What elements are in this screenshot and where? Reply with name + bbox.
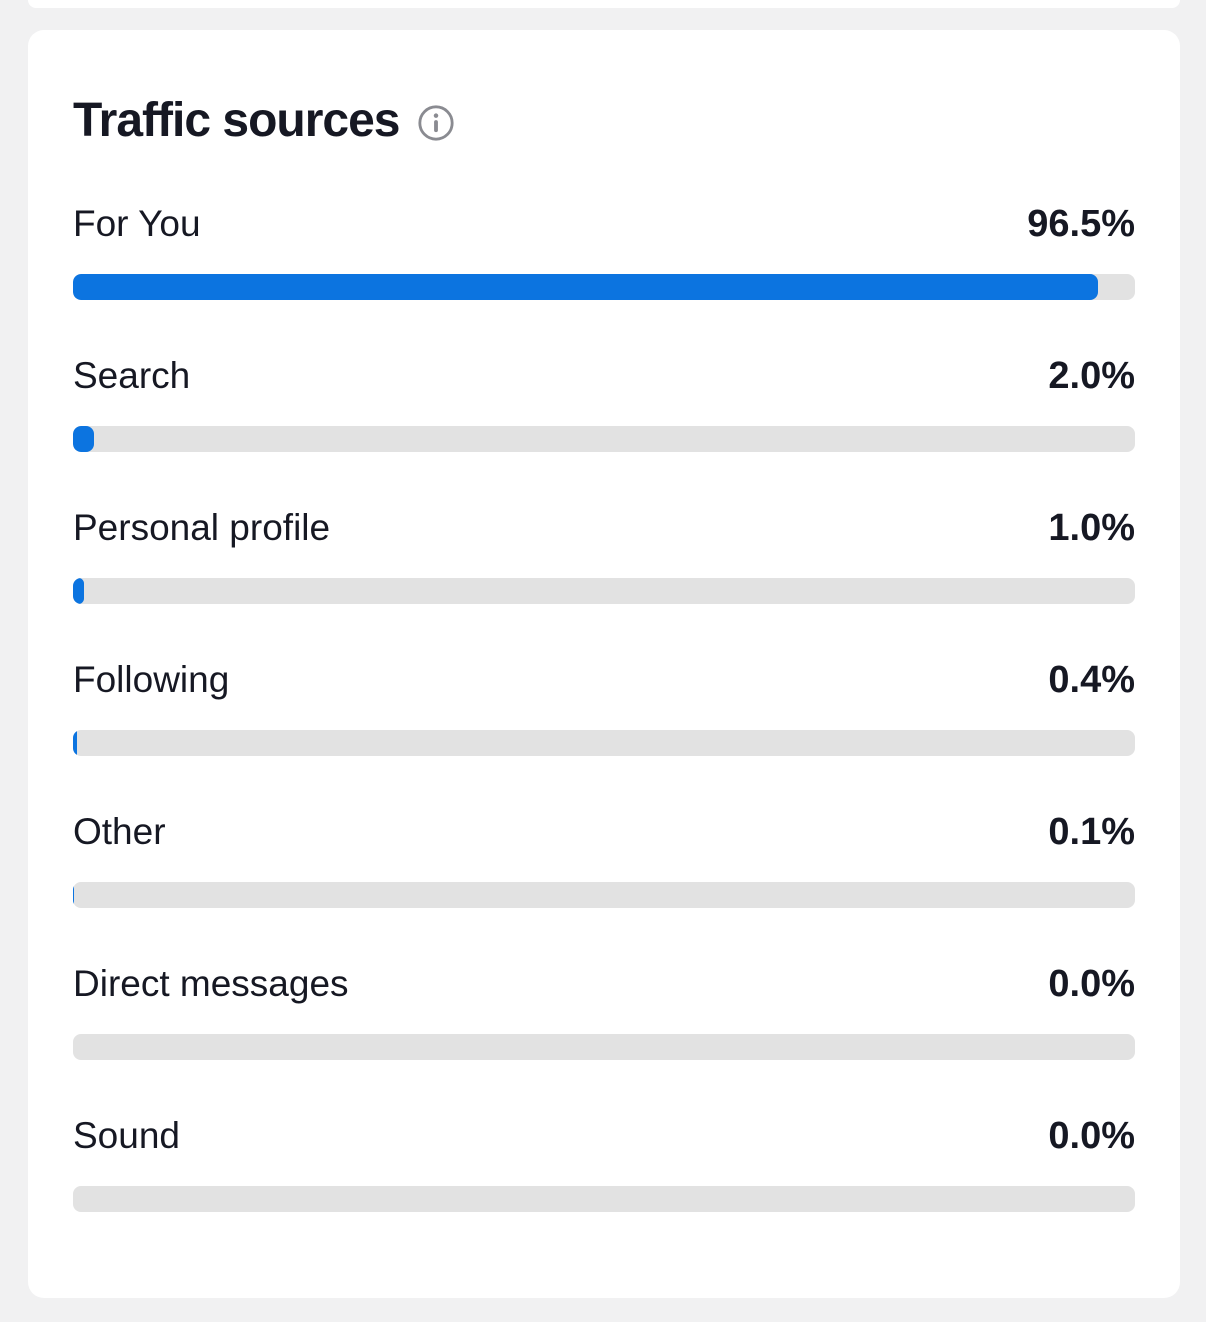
traffic-source-row: Personal profile 1.0% bbox=[73, 504, 1135, 604]
bar-track bbox=[73, 882, 1135, 908]
traffic-source-row: For You 96.5% bbox=[73, 200, 1135, 300]
source-label: Following bbox=[73, 659, 230, 700]
source-value: 0.0% bbox=[1048, 963, 1135, 1005]
bar-fill bbox=[73, 274, 1098, 300]
source-label: Search bbox=[73, 355, 191, 396]
source-row-header: Other 0.1% bbox=[73, 808, 1135, 856]
source-value: 96.5% bbox=[1027, 203, 1135, 245]
source-label: For You bbox=[73, 203, 201, 244]
section-title: Traffic sources bbox=[73, 94, 400, 147]
source-label: Personal profile bbox=[73, 507, 331, 548]
source-row-header: Personal profile 1.0% bbox=[73, 504, 1135, 552]
bar-track bbox=[73, 274, 1135, 300]
source-label: Direct messages bbox=[73, 963, 349, 1004]
source-row-header: For You 96.5% bbox=[73, 200, 1135, 248]
bar-track bbox=[73, 578, 1135, 604]
source-row-header: Search 2.0% bbox=[73, 352, 1135, 400]
source-value: 1.0% bbox=[1048, 507, 1135, 549]
previous-card-partial bbox=[28, 0, 1180, 8]
source-row-header: Sound 0.0% bbox=[73, 1112, 1135, 1160]
bar-fill bbox=[73, 882, 75, 908]
bar-fill bbox=[73, 578, 84, 604]
card-header: Traffic sources bbox=[73, 92, 1135, 150]
bar-track bbox=[73, 1186, 1135, 1212]
source-value: 0.4% bbox=[1048, 659, 1135, 701]
traffic-source-list: For You 96.5% Search 2.0% Personal profi… bbox=[73, 200, 1135, 1212]
traffic-source-row: Direct messages 0.0% bbox=[73, 960, 1135, 1060]
traffic-source-row: Other 0.1% bbox=[73, 808, 1135, 908]
source-label: Sound bbox=[73, 1115, 180, 1156]
bar-track bbox=[73, 1034, 1135, 1060]
info-icon[interactable] bbox=[416, 103, 456, 143]
bar-fill bbox=[73, 426, 95, 452]
bar-track bbox=[73, 426, 1135, 452]
source-value: 0.1% bbox=[1048, 811, 1135, 853]
info-icon-glyph bbox=[418, 105, 455, 141]
source-row-header: Following 0.4% bbox=[73, 656, 1135, 704]
bar-track bbox=[73, 730, 1135, 756]
traffic-source-row: Sound 0.0% bbox=[73, 1112, 1135, 1212]
source-row-header: Direct messages 0.0% bbox=[73, 960, 1135, 1008]
source-label: Other bbox=[73, 811, 166, 852]
traffic-source-row: Following 0.4% bbox=[73, 656, 1135, 756]
source-value: 2.0% bbox=[1048, 355, 1135, 397]
traffic-source-row: Search 2.0% bbox=[73, 352, 1135, 452]
source-value: 0.0% bbox=[1048, 1115, 1135, 1157]
traffic-sources-card: Traffic sources For You 96.5% Search 2.0… bbox=[28, 30, 1180, 1298]
bar-fill bbox=[73, 730, 78, 756]
